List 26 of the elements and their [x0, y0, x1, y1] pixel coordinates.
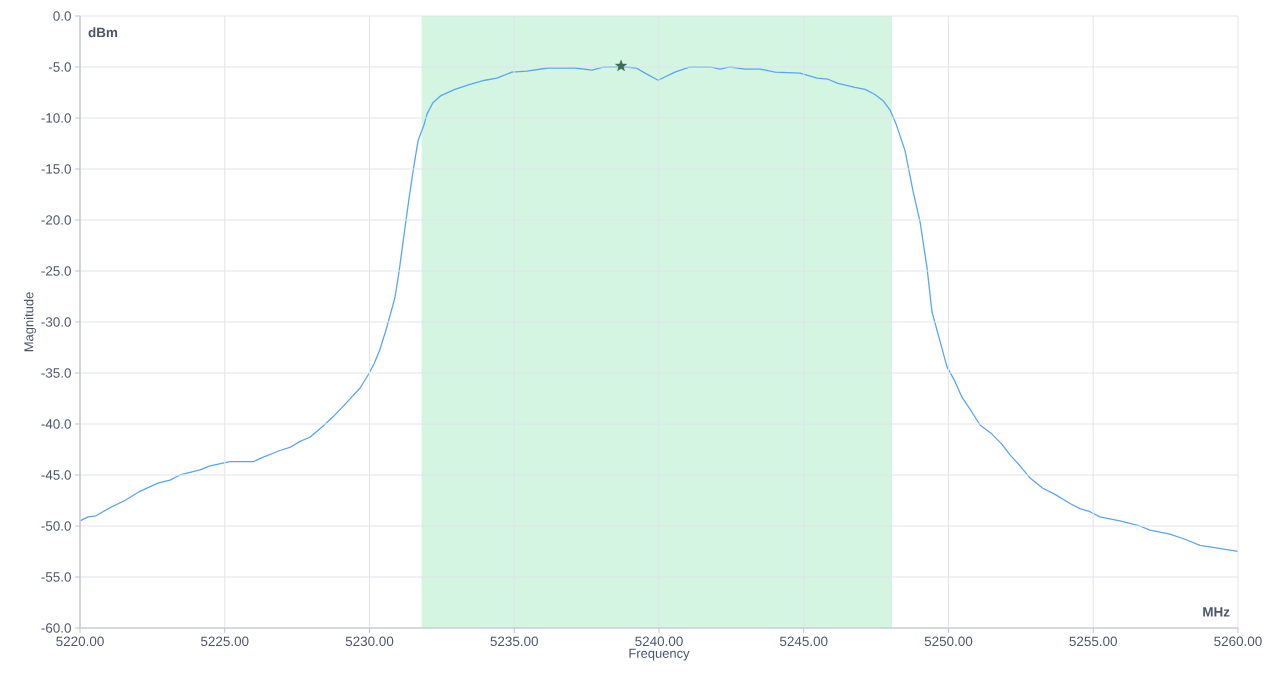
- x-axis-title: Frequency: [629, 648, 690, 661]
- y-tick-label: 0.0: [53, 11, 71, 21]
- y-tick-label: -5.0: [48, 62, 71, 72]
- y-tick-label: -20.0: [41, 215, 71, 225]
- x-tick-label: 5255.00: [1069, 636, 1117, 647]
- x-tick-label: 5245.00: [779, 636, 828, 647]
- x-tick-label: 5235.00: [490, 636, 539, 647]
- annotation: dBm: [88, 27, 118, 38]
- y-tick-label: -25.0: [41, 266, 71, 276]
- y-tick-label: -55.0: [41, 572, 71, 582]
- annotation: MHz: [1203, 607, 1230, 617]
- y-tick-label: -10.0: [41, 113, 71, 123]
- x-tick-label: 5250.00: [924, 636, 973, 647]
- x-tick-label: 5260.00: [1214, 636, 1262, 647]
- y-tick-label: -15.0: [41, 164, 71, 174]
- x-tick-label: 5225.00: [200, 636, 249, 647]
- y-tick-label: -60.0: [41, 623, 71, 633]
- y-tick-label: -50.0: [41, 521, 71, 531]
- y-tick-label: -45.0: [41, 470, 71, 480]
- y-tick-label: -35.0: [41, 368, 71, 378]
- y-tick-label: -40.0: [41, 419, 71, 429]
- y-tick-label: -30.0: [41, 317, 71, 327]
- x-tick-label: 5230.00: [345, 636, 394, 647]
- y-axis-title: Magnitude: [23, 292, 36, 352]
- x-tick-label: 5220.00: [56, 636, 104, 647]
- x-tick-label: 5240.00: [635, 636, 683, 647]
